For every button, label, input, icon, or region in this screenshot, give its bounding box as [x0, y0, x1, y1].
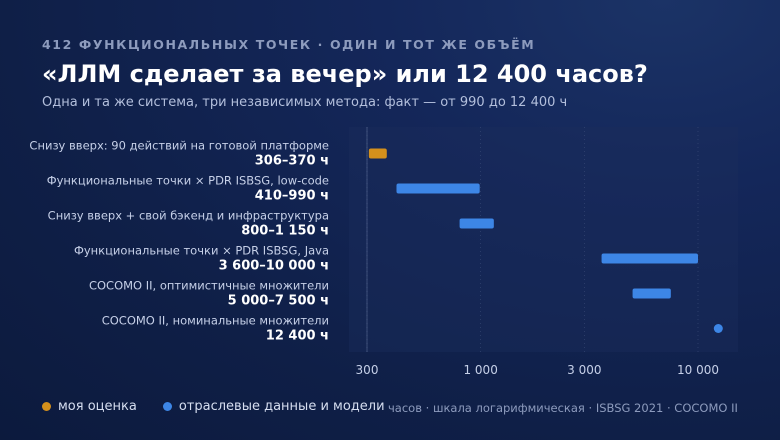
legend: моя оценка отраслевые данные и модели	[42, 399, 738, 414]
x-tick-label: 3 000	[567, 363, 601, 377]
range-bar	[601, 253, 698, 264]
range-bar	[459, 218, 494, 229]
x-tick-label: 10 000	[677, 363, 719, 377]
x-tick-label: 300	[356, 363, 379, 377]
row-label: Функциональные точки × PDR ISBSG, Java	[74, 244, 329, 258]
row-label: COCOMO II, номинальные множители	[102, 314, 329, 328]
x-tick-label: 1 000	[463, 363, 497, 377]
row-value-label: 306–370 ч	[255, 154, 329, 169]
legend-label-own: моя оценка	[58, 399, 137, 414]
legend-item-industry: отраслевые данные и модели	[162, 399, 385, 414]
row-value-label: 12 400 ч	[266, 329, 329, 344]
chart-title: «ЛЛМ сделает за вечер» или 12 400 часов?	[42, 60, 648, 88]
row-value-label: 5 000–7 500 ч	[228, 294, 329, 309]
chart-subtitle: Одна и та же система, три независимых ме…	[42, 95, 568, 110]
row-label: Функциональные точки × PDR ISBSG, low-co…	[47, 174, 329, 188]
range-bar	[396, 183, 480, 194]
scale-note: часов · шкала логарифмическая · ISBSG 20…	[388, 401, 738, 415]
legend-dot-industry	[162, 402, 172, 411]
legend-label-industry: отраслевые данные и модели	[178, 399, 385, 414]
range-bar	[632, 288, 671, 299]
row-label: Снизу вверх: 90 действий на готовой плат…	[29, 139, 329, 153]
legend-dot-own	[42, 402, 51, 411]
row-label: COCOMO II, оптимистичные множители	[89, 279, 329, 293]
kicker: 412 ФУНКЦИОНАЛЬНЫХ ТОЧЕК · ОДИН И ТОТ ЖЕ…	[42, 37, 536, 52]
row-label: Снизу вверх + свой бэкенд и инфраструкту…	[48, 209, 329, 223]
legend-item-own: моя оценка	[42, 399, 137, 414]
plot-area	[349, 127, 738, 352]
row-value-label: 410–990 ч	[255, 189, 329, 204]
point-mark	[713, 324, 723, 333]
range-bar	[368, 148, 387, 159]
row-value-label: 800–1 150 ч	[241, 224, 329, 239]
row-value-label: 3 600–10 000 ч	[219, 259, 329, 274]
